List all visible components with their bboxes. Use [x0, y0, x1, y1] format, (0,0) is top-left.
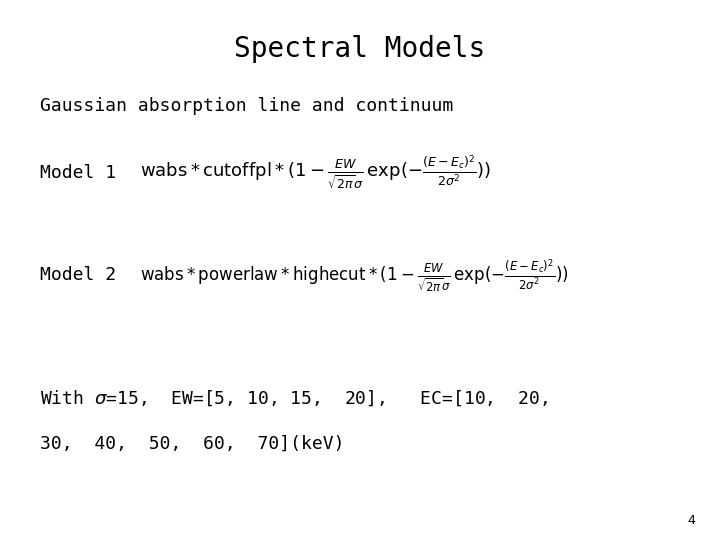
Text: 30,  40,  50,  60,  70](keV): 30, 40, 50, 60, 70](keV) — [40, 435, 344, 453]
Text: Gaussian absorption line and continuum: Gaussian absorption line and continuum — [40, 97, 453, 115]
Text: Spectral Models: Spectral Models — [235, 35, 485, 63]
Text: 4: 4 — [687, 514, 695, 526]
Text: Model 1: Model 1 — [40, 164, 116, 182]
Text: Model 2: Model 2 — [40, 266, 116, 285]
Text: With $\sigma$=15,  EW=[5, 10, 15,  20],   EC=[10,  20,: With $\sigma$=15, EW=[5, 10, 15, 20], EC… — [40, 389, 547, 408]
Text: $\mathrm{wabs} * \mathrm{cutoffpl} * (1 - \frac{EW}{\sqrt{2\pi}\sigma}\,\mathrm{: $\mathrm{wabs} * \mathrm{cutoffpl} * (1 … — [140, 154, 492, 192]
Text: $\mathrm{wabs} * \mathrm{powerlaw} * \mathrm{highecut} * (1 - \frac{EW}{\sqrt{2\: $\mathrm{wabs} * \mathrm{powerlaw} * \ma… — [140, 257, 570, 294]
